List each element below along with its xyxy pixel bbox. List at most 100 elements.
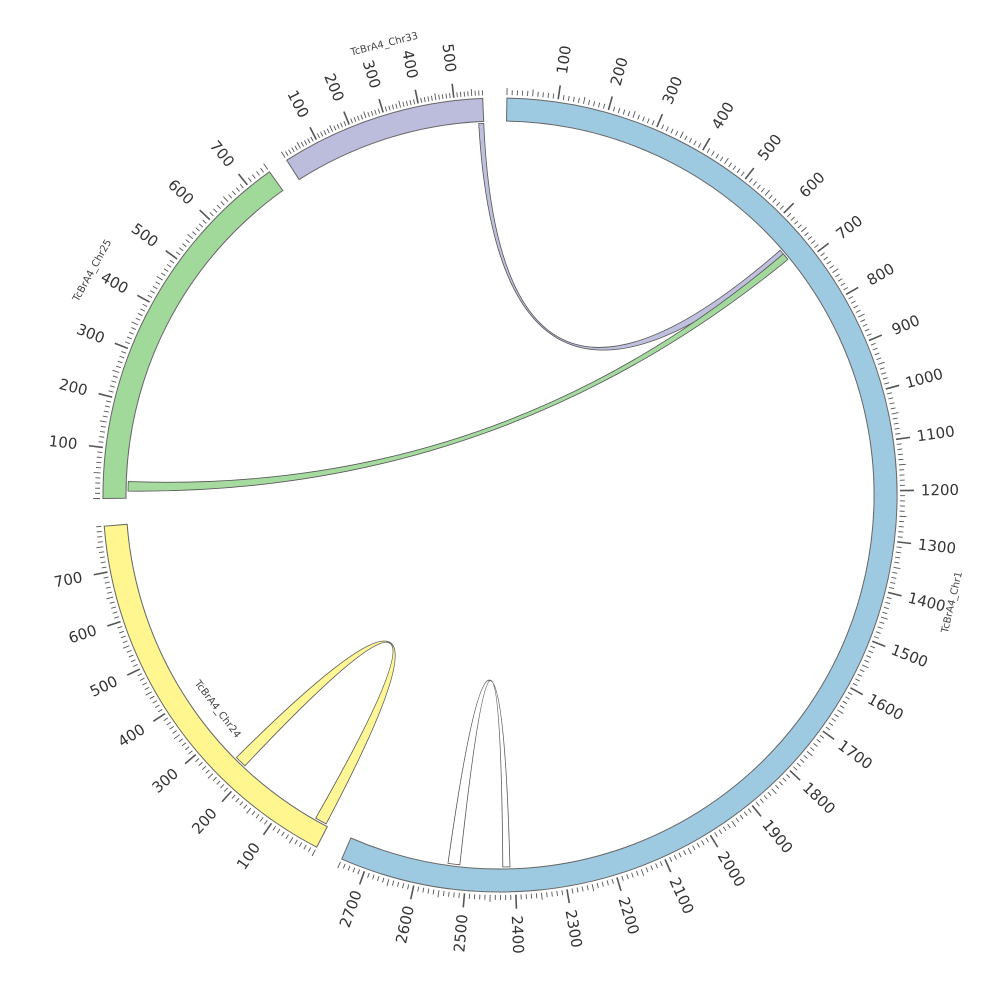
minor-tick <box>334 126 336 131</box>
minor-tick <box>715 832 718 836</box>
major-tick <box>166 251 177 259</box>
minor-tick <box>103 416 108 417</box>
minor-tick <box>890 582 895 583</box>
major-tick <box>869 335 882 340</box>
minor-tick <box>157 276 163 280</box>
minor-tick <box>446 94 447 99</box>
major-tick <box>516 895 517 909</box>
tick-label: 200 <box>57 375 89 399</box>
minor-tick <box>543 92 544 97</box>
minor-tick <box>841 283 845 286</box>
minor-tick <box>304 140 306 144</box>
minor-tick <box>132 322 138 325</box>
link-tcbra4-chr25-to-tcbra4-chr1 <box>128 254 788 491</box>
minor-tick <box>860 670 864 672</box>
minor-tick <box>824 257 828 260</box>
minor-tick <box>895 557 900 558</box>
minor-tick <box>150 696 154 699</box>
minor-tick <box>129 655 134 657</box>
minor-tick <box>111 381 116 382</box>
minor-tick <box>110 386 115 387</box>
minor-tick <box>358 870 360 875</box>
major-tick <box>107 622 120 626</box>
minor-tick <box>368 112 370 117</box>
minor-tick <box>99 442 104 443</box>
tick-label: 300 <box>74 320 107 347</box>
minor-tick <box>111 607 116 608</box>
minor-tick <box>106 587 111 588</box>
minor-tick <box>820 735 824 738</box>
major-tick <box>784 203 794 213</box>
major-tick <box>790 771 800 781</box>
minor-tick <box>698 143 700 147</box>
minor-tick <box>206 770 210 773</box>
minor-tick <box>232 191 235 195</box>
minor-tick <box>870 646 875 648</box>
minor-tick <box>102 567 107 568</box>
minor-tick <box>113 612 118 613</box>
minor-tick <box>136 318 140 320</box>
tick-label: 1700 <box>834 736 875 773</box>
minor-tick <box>99 437 104 438</box>
minor-tick <box>744 812 747 816</box>
major-tick <box>872 641 885 646</box>
minor-tick <box>138 313 142 315</box>
minor-tick <box>428 889 429 894</box>
minor-tick <box>312 850 315 856</box>
minor-tick <box>707 149 710 153</box>
minor-tick <box>783 778 787 782</box>
minor-tick <box>592 884 594 891</box>
minor-tick <box>100 557 105 558</box>
minor-tick <box>884 607 889 608</box>
minor-tick <box>588 100 589 105</box>
minor-tick <box>881 373 886 375</box>
minor-tick <box>533 89 534 96</box>
major-tick <box>411 886 414 900</box>
minor-tick <box>308 139 310 143</box>
minor-tick <box>702 841 705 845</box>
minor-tick <box>856 310 860 312</box>
minor-tick <box>107 592 112 593</box>
minor-tick <box>397 882 398 887</box>
minor-tick <box>697 843 699 847</box>
minor-tick <box>656 863 658 868</box>
minor-tick <box>131 327 136 329</box>
minor-tick <box>213 209 217 213</box>
minor-tick <box>769 195 772 199</box>
minor-tick <box>845 697 849 700</box>
minor-tick <box>119 631 124 633</box>
minor-tick <box>252 175 255 179</box>
tick-label: 400 <box>115 720 149 751</box>
minor-tick <box>118 361 123 363</box>
minor-tick <box>861 320 866 322</box>
minor-tick <box>164 269 168 272</box>
minor-tick <box>435 93 436 100</box>
minor-tick <box>811 241 815 244</box>
minor-tick <box>116 366 121 368</box>
minor-tick <box>109 391 114 392</box>
minor-tick <box>264 820 267 824</box>
tick-label: 600 <box>796 168 829 201</box>
minor-tick <box>893 418 898 419</box>
minor-tick <box>424 97 425 102</box>
tick-label: 2000 <box>714 848 749 890</box>
minor-tick <box>646 867 648 872</box>
minor-tick <box>187 234 192 238</box>
minor-tick <box>800 759 804 762</box>
minor-tick <box>317 134 319 138</box>
minor-tick <box>433 890 434 895</box>
tick-label: 300 <box>659 74 687 107</box>
minor-tick <box>843 287 847 290</box>
minor-tick <box>213 777 217 781</box>
link-tcbra4-chr33-to-tcbra4-chr1 <box>479 123 787 350</box>
minor-tick <box>627 874 629 879</box>
minor-tick <box>114 617 119 619</box>
minor-tick <box>638 115 640 120</box>
minor-tick <box>676 131 678 135</box>
minor-tick <box>553 94 554 99</box>
major-tick <box>239 174 248 185</box>
minor-tick <box>256 171 259 175</box>
minor-tick <box>101 426 106 427</box>
minor-tick <box>732 821 736 827</box>
